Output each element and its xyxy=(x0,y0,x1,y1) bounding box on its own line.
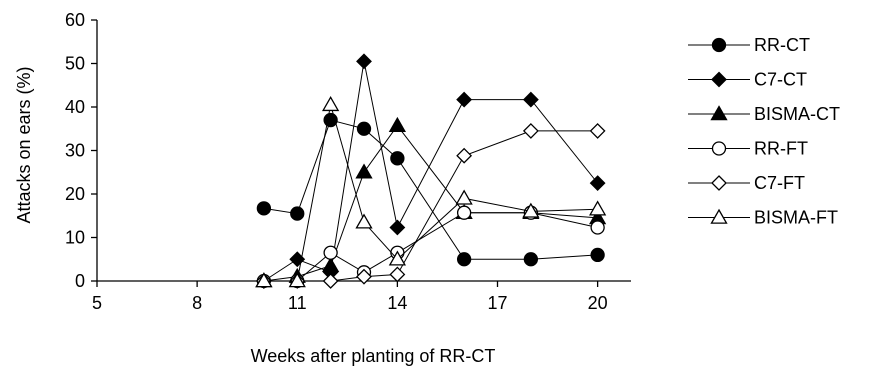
data-point xyxy=(255,272,273,288)
x-tick-label: 11 xyxy=(288,293,307,313)
x-tick-label: 8 xyxy=(192,293,202,313)
legend-marker xyxy=(710,105,728,121)
legend-label: C7-FT xyxy=(754,173,805,193)
data-point xyxy=(288,272,306,288)
x-tick-label: 20 xyxy=(588,293,608,313)
y-tick-label: 40 xyxy=(65,97,85,117)
data-point xyxy=(522,123,539,139)
legend-entry: C7-CT xyxy=(688,70,807,90)
y-axis-title: Attacks on ears (%) xyxy=(14,66,34,223)
x-tick-label: 17 xyxy=(487,293,507,313)
data-point xyxy=(590,220,605,235)
data-point xyxy=(589,200,607,216)
series-bisma-ct xyxy=(255,116,607,288)
data-point xyxy=(456,147,473,164)
legend-label: RR-FT xyxy=(754,139,808,159)
x-axis-title: Weeks after planting of RR-CT xyxy=(251,346,496,366)
x-tick-label: 5 xyxy=(92,293,102,313)
legend-label: RR-CT xyxy=(754,35,810,55)
data-point xyxy=(456,252,472,267)
data-point xyxy=(456,91,473,108)
data-point xyxy=(522,202,540,218)
data-point xyxy=(322,273,339,289)
data-point xyxy=(456,205,472,220)
data-point xyxy=(389,266,406,283)
legend-label: BISMA-CT xyxy=(754,104,840,124)
data-point xyxy=(388,116,406,132)
data-point xyxy=(356,53,372,70)
y-tick-label: 30 xyxy=(65,141,85,161)
x-ticks: 5 8 11 14 17 20 xyxy=(92,281,608,313)
data-point xyxy=(522,91,539,108)
legend-marker xyxy=(711,37,727,53)
series-bisma-ft xyxy=(255,96,607,288)
y-tick-label: 60 xyxy=(65,10,85,30)
data-point xyxy=(290,206,305,221)
y-tick-label: 0 xyxy=(75,271,85,291)
legend-marker xyxy=(710,208,728,224)
series-line xyxy=(263,104,598,282)
data-point xyxy=(389,219,406,236)
legend: RR-CT C7-CT BISMA-CT RR-FT C7-FT BISMA-FT xyxy=(688,35,840,228)
series-rr-ct xyxy=(256,112,605,267)
data-point xyxy=(356,121,372,136)
data-point xyxy=(390,151,405,166)
legend-marker xyxy=(711,141,727,156)
data-point xyxy=(589,123,606,139)
legend-entry: RR-CT xyxy=(688,35,810,55)
data-point xyxy=(590,247,605,263)
series-line xyxy=(263,119,598,260)
data-point xyxy=(455,189,473,205)
legend-entry: BISMA-FT xyxy=(688,208,838,228)
y-tick-label: 10 xyxy=(65,228,85,248)
data-point xyxy=(523,252,539,267)
legend-marker xyxy=(711,175,727,191)
legend-label: C7-CT xyxy=(754,70,807,90)
legend-marker xyxy=(711,71,727,88)
data-point xyxy=(589,175,606,192)
legend-entry: BISMA-CT xyxy=(688,104,840,124)
series-line xyxy=(263,212,598,282)
legend-label: BISMA-FT xyxy=(754,208,838,228)
y-tick-label: 50 xyxy=(65,54,85,74)
y-tick-label: 20 xyxy=(65,184,85,204)
data-point xyxy=(323,245,338,260)
data-point xyxy=(256,201,272,216)
y-ticks: 0 10 20 30 40 50 60 xyxy=(65,10,97,291)
legend-entry: RR-FT xyxy=(688,139,808,159)
series-group xyxy=(255,53,607,289)
legend-entry: C7-FT xyxy=(688,173,805,193)
data-point xyxy=(355,213,373,229)
series-c7-ct xyxy=(255,53,606,289)
data-point xyxy=(322,96,340,112)
data-point xyxy=(322,256,340,273)
x-tick-label: 14 xyxy=(387,293,407,313)
data-point xyxy=(388,250,406,266)
data-point xyxy=(355,163,373,179)
data-point xyxy=(356,268,372,285)
series-line xyxy=(263,61,599,282)
